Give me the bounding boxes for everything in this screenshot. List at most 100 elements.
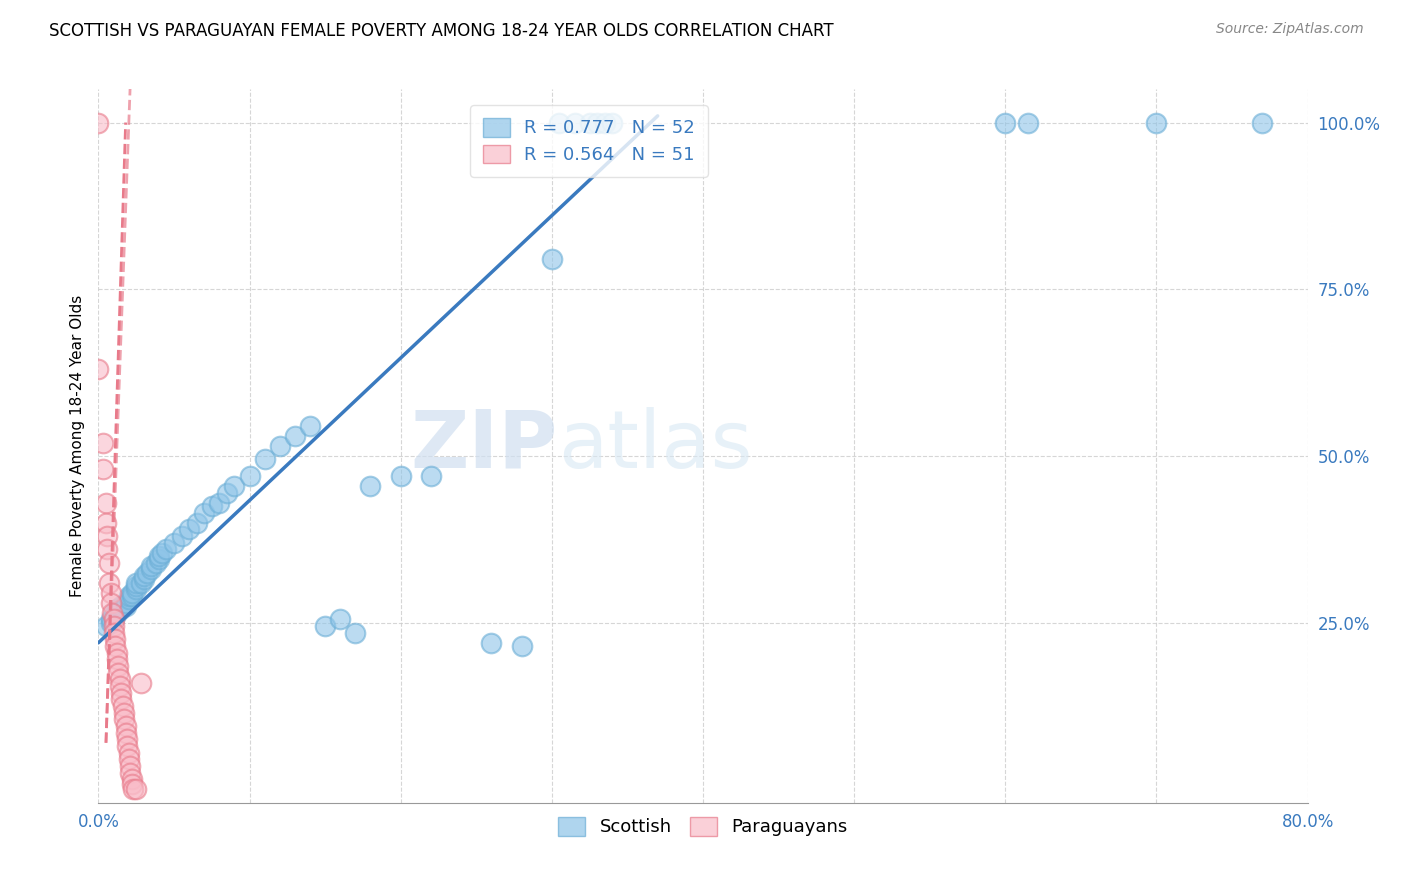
Point: [91, 462, 114, 476]
Point: [148, 552, 170, 566]
Point: [100, 585, 122, 599]
Point: [103, 612, 125, 626]
Point: [87, 115, 110, 129]
Point: [112, 713, 135, 727]
Point: [329, 612, 352, 626]
Point: [269, 439, 291, 453]
Point: [586, 115, 609, 129]
Point: [155, 542, 177, 557]
Point: [100, 615, 122, 630]
Point: [103, 625, 125, 640]
Point: [1017, 115, 1039, 129]
Point: [602, 115, 624, 129]
Point: [145, 556, 167, 570]
Point: [193, 506, 215, 520]
Point: [120, 765, 142, 780]
Point: [118, 746, 141, 760]
Point: [107, 665, 129, 680]
Text: SCOTTISH VS PARAGUAYAN FEMALE POVERTY AMONG 18-24 YEAR OLDS CORRELATION CHART: SCOTTISH VS PARAGUAYAN FEMALE POVERTY AM…: [49, 22, 834, 40]
Point: [94, 516, 117, 530]
Point: [224, 479, 246, 493]
Point: [593, 115, 616, 129]
Point: [104, 632, 127, 647]
Point: [115, 739, 138, 753]
Point: [98, 575, 121, 590]
Point: [170, 529, 193, 543]
Point: [104, 639, 127, 653]
Point: [108, 679, 131, 693]
Point: [110, 686, 132, 700]
Point: [94, 496, 117, 510]
Point: [163, 535, 186, 549]
Point: [186, 516, 208, 530]
Point: [208, 496, 231, 510]
Point: [100, 612, 122, 626]
Point: [107, 659, 129, 673]
Point: [110, 599, 132, 613]
Point: [150, 546, 173, 560]
Point: [564, 115, 586, 129]
Point: [510, 639, 533, 653]
Point: [103, 606, 125, 620]
Point: [540, 252, 562, 267]
Point: [118, 752, 141, 766]
Point: [105, 646, 128, 660]
Point: [141, 562, 163, 576]
Legend: Scottish, Paraguayans: Scottish, Paraguayans: [547, 806, 859, 847]
Point: [148, 549, 170, 563]
Point: [110, 692, 132, 706]
Point: [299, 419, 322, 434]
Point: [135, 566, 157, 580]
Point: [105, 652, 128, 666]
Point: [121, 589, 143, 603]
Point: [94, 619, 117, 633]
Point: [141, 559, 163, 574]
Point: [96, 542, 118, 557]
Point: [103, 612, 125, 626]
Point: [112, 706, 135, 720]
Point: [125, 575, 148, 590]
Point: [129, 575, 152, 590]
Point: [120, 759, 142, 773]
Point: [114, 599, 136, 613]
Point: [420, 469, 443, 483]
Point: [129, 675, 152, 690]
Point: [314, 619, 336, 633]
Point: [100, 596, 122, 610]
Y-axis label: Female Poverty Among 18-24 Year Olds: Female Poverty Among 18-24 Year Olds: [69, 295, 84, 597]
Point: [101, 606, 124, 620]
Point: [344, 625, 367, 640]
Point: [105, 602, 128, 616]
Point: [114, 719, 136, 733]
Point: [1251, 115, 1274, 129]
Point: [201, 499, 224, 513]
Point: [115, 732, 138, 747]
Point: [125, 579, 148, 593]
Point: [96, 529, 118, 543]
Text: Source: ZipAtlas.com: Source: ZipAtlas.com: [1216, 22, 1364, 37]
Text: atlas: atlas: [558, 407, 752, 485]
Point: [122, 782, 145, 797]
Point: [284, 429, 307, 443]
Point: [239, 469, 262, 483]
Point: [121, 777, 143, 791]
Point: [103, 609, 125, 624]
Point: [110, 602, 132, 616]
Point: [105, 606, 128, 620]
Point: [125, 782, 148, 797]
Point: [994, 115, 1017, 129]
Point: [103, 619, 125, 633]
Point: [91, 435, 114, 450]
Point: [132, 569, 155, 583]
Point: [253, 452, 276, 467]
Point: [87, 362, 110, 376]
Point: [578, 115, 600, 129]
Point: [108, 673, 131, 687]
Point: [389, 469, 412, 483]
Point: [121, 585, 143, 599]
Point: [132, 573, 155, 587]
Point: [125, 582, 148, 597]
Point: [179, 522, 201, 536]
Point: [98, 556, 121, 570]
Point: [118, 589, 141, 603]
